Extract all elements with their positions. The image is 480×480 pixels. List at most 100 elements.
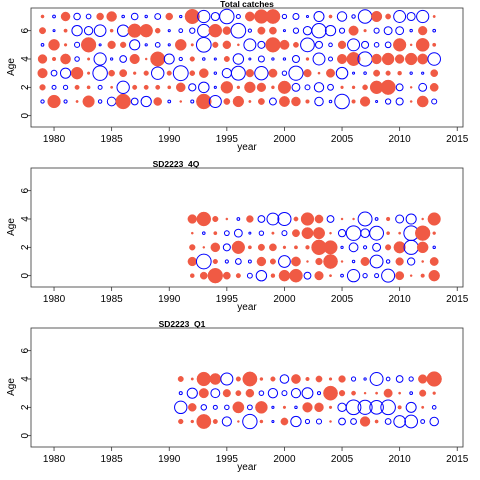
bubble-positive bbox=[144, 43, 148, 47]
bubble-positive bbox=[242, 413, 258, 430]
bubble-negative bbox=[397, 405, 402, 410]
bubble-negative bbox=[212, 419, 218, 424]
bubble-negative bbox=[340, 217, 344, 221]
bubble-positive bbox=[380, 399, 396, 416]
bubble-negative bbox=[328, 14, 333, 19]
bubble-positive bbox=[373, 27, 380, 34]
bubble-negative bbox=[301, 227, 314, 240]
bubble-negative bbox=[257, 243, 265, 251]
bubble-positive bbox=[363, 377, 367, 381]
bubble-positive bbox=[59, 67, 72, 79]
bubble-negative bbox=[225, 217, 229, 221]
bubble-negative bbox=[213, 231, 218, 236]
bubble-positive bbox=[291, 54, 300, 64]
bubble-positive bbox=[301, 387, 314, 400]
bubble-positive bbox=[326, 215, 335, 223]
bubble-negative bbox=[86, 85, 91, 90]
bubble-positive bbox=[116, 80, 130, 95]
bubble-positive bbox=[363, 245, 368, 250]
bubble-negative bbox=[337, 40, 347, 49]
bubble-positive bbox=[357, 399, 373, 415]
bubble-positive bbox=[151, 66, 165, 80]
bubble-positive bbox=[130, 12, 139, 21]
bubble-negative bbox=[237, 420, 240, 423]
bubble-negative bbox=[209, 373, 222, 385]
x-tick-label: 2015 bbox=[446, 294, 469, 305]
bubble-positive bbox=[395, 83, 404, 92]
bubble-positive bbox=[384, 98, 392, 105]
x-tick-label: 1985 bbox=[101, 454, 124, 465]
bubble-negative bbox=[259, 377, 264, 381]
bubble-positive bbox=[408, 376, 414, 382]
bubble-positive bbox=[271, 57, 275, 61]
bubble-positive bbox=[257, 55, 265, 63]
bubble-positive bbox=[395, 375, 404, 383]
x-tick-label: 2010 bbox=[389, 134, 412, 145]
bubble-negative bbox=[265, 37, 281, 53]
bubble-negative bbox=[405, 52, 418, 66]
bubble-negative bbox=[386, 216, 391, 222]
bubble-negative bbox=[326, 68, 335, 78]
bubble-positive bbox=[403, 239, 419, 255]
panel-title: Total catches bbox=[220, 0, 274, 9]
bubble-negative bbox=[51, 56, 57, 62]
x-tick-label: 2015 bbox=[446, 454, 469, 465]
bubble-positive bbox=[221, 416, 232, 427]
bubble-negative bbox=[432, 15, 436, 18]
plot-frame bbox=[30, 7, 464, 128]
bubble-negative bbox=[277, 80, 292, 94]
bubble-negative bbox=[190, 273, 195, 278]
bubble-positive bbox=[395, 214, 405, 224]
bubble-negative bbox=[279, 39, 290, 50]
y-tick-label: 2 bbox=[20, 244, 31, 250]
bubble-negative bbox=[270, 273, 276, 278]
bubble-negative bbox=[220, 81, 234, 94]
bubble-positive bbox=[337, 402, 347, 412]
bubble-negative bbox=[418, 374, 428, 384]
x-tick-label: 2000 bbox=[273, 294, 296, 305]
bubble-negative bbox=[359, 416, 371, 427]
y-tick-label: 2 bbox=[20, 84, 31, 90]
bubble-positive bbox=[178, 391, 183, 396]
bubble-negative bbox=[246, 215, 254, 223]
bubble-positive bbox=[97, 99, 103, 104]
bubble-positive bbox=[303, 271, 312, 280]
plot-frame bbox=[30, 327, 464, 448]
bubble-positive bbox=[328, 99, 333, 104]
bubble-negative bbox=[108, 69, 115, 77]
bubble-negative bbox=[235, 273, 241, 279]
x-tick-label: 1980 bbox=[43, 454, 66, 465]
bubble-positive bbox=[327, 83, 334, 91]
bubble-negative bbox=[323, 240, 338, 255]
bubble-positive bbox=[223, 230, 230, 237]
bubble-positive bbox=[405, 401, 417, 413]
bubble-negative bbox=[429, 83, 439, 92]
bubble-positive bbox=[248, 231, 252, 235]
bubble-positive bbox=[189, 27, 196, 34]
bubble-positive bbox=[431, 405, 437, 410]
bubble-positive bbox=[416, 9, 430, 24]
bubble-negative bbox=[255, 401, 268, 414]
bubble-negative bbox=[187, 256, 197, 267]
bubble-positive bbox=[188, 83, 197, 92]
bubble-negative bbox=[415, 38, 430, 52]
x-tick-label: 2000 bbox=[273, 454, 296, 465]
bubble-positive bbox=[202, 231, 206, 235]
bubble-negative bbox=[315, 257, 323, 266]
bubble-negative bbox=[417, 53, 429, 65]
bubble-negative bbox=[393, 38, 407, 52]
bubble-negative bbox=[393, 241, 406, 254]
bubble-negative bbox=[293, 216, 299, 222]
bubble-positive bbox=[351, 14, 356, 19]
y-tick-label: 0 bbox=[20, 432, 31, 438]
bubble-negative bbox=[381, 52, 395, 66]
bubble-positive bbox=[373, 42, 380, 48]
bubble-negative bbox=[167, 85, 172, 90]
y-tick-label: 4 bbox=[20, 376, 31, 382]
bubble-positive bbox=[257, 40, 266, 49]
bubble-positive bbox=[167, 99, 172, 104]
bubble-positive bbox=[328, 56, 334, 62]
bubble-positive bbox=[375, 99, 379, 104]
x-tick-label: 2005 bbox=[331, 134, 354, 145]
bubble-negative bbox=[245, 69, 255, 78]
